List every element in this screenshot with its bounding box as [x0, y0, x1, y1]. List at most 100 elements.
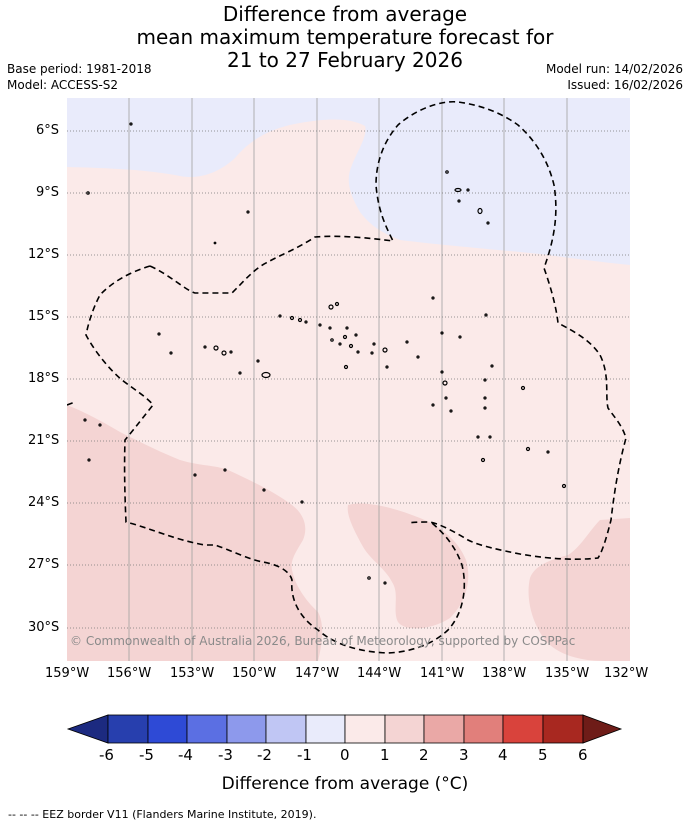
lon-label: 159°W [45, 666, 90, 681]
island [444, 396, 448, 400]
lat-label: 21°S [28, 433, 60, 448]
colorbar-tick-label: 5 [538, 746, 548, 764]
colorbar-segment [147, 714, 188, 744]
island [370, 351, 374, 355]
lat-label: 18°S [28, 371, 60, 386]
colorbar-segment [186, 714, 228, 744]
colorbar-tick-label: 0 [340, 746, 350, 764]
island [129, 122, 133, 126]
island [330, 338, 334, 342]
island [345, 326, 349, 330]
lat-label: 27°S [28, 557, 60, 572]
lat-label: 9°S [36, 185, 60, 200]
colorbar-segment [226, 714, 267, 744]
colorbar-tick-label: 4 [498, 746, 508, 764]
island [483, 406, 487, 410]
island [338, 342, 342, 346]
colorbar-segment [423, 714, 465, 744]
island [278, 314, 282, 318]
island [383, 581, 387, 585]
island [343, 364, 349, 370]
island [304, 320, 308, 324]
eez-border-cook-islands [67, 401, 76, 406]
island [318, 323, 322, 327]
island [442, 380, 448, 386]
colorbar-tick-label: -5 [139, 746, 154, 764]
colorbar-segment [384, 714, 425, 744]
island [256, 359, 260, 363]
gridlines [67, 98, 630, 661]
anomaly-1-to-2-region-southeast [528, 518, 630, 661]
colorbar-tick-label: -6 [99, 746, 114, 764]
colorbar-segment [502, 714, 544, 744]
colorbar-segment [107, 714, 149, 744]
lon-label: 135°W [545, 666, 590, 681]
colorbar-segment [344, 714, 386, 744]
lat-label: 30°S [28, 620, 60, 635]
island [223, 468, 227, 472]
island [385, 365, 389, 369]
lon-label: 153°W [170, 666, 215, 681]
lon-label: 138°W [482, 666, 527, 681]
colorbar-label: Difference from average (°C) [221, 774, 469, 794]
issued-date: Issued: 16/02/2026 [567, 78, 683, 92]
island [356, 350, 360, 354]
island [440, 370, 444, 374]
island [458, 335, 462, 339]
island [328, 304, 334, 310]
model-run: Model run: 14/02/2026 [545, 62, 683, 76]
colorbar-tick-label: -4 [178, 746, 193, 764]
colorbar-tick-label: 2 [419, 746, 429, 764]
island [342, 334, 348, 340]
island [334, 301, 340, 307]
island [488, 435, 492, 439]
island [483, 396, 487, 400]
eez-border-french-polynesia [149, 100, 627, 560]
island [454, 187, 462, 193]
island [484, 313, 488, 317]
island [193, 473, 197, 477]
island [348, 343, 354, 349]
island [561, 483, 567, 489]
island [431, 403, 435, 407]
island [480, 457, 486, 463]
anomaly-1-to-2-region-southwest [67, 405, 323, 661]
colorbar-tick-label: 1 [380, 746, 390, 764]
colorbar-tick-label: -3 [218, 746, 233, 764]
colorbar-tick-label: 3 [459, 746, 469, 764]
island [490, 364, 494, 368]
colorbar-under-triangle [66, 714, 109, 744]
colorbar [66, 714, 623, 744]
base-period: Base period: 1981-2018 [7, 62, 152, 76]
copyright-notice: © Commonwealth of Australia 2026, Bureau… [70, 634, 576, 648]
colorbar-segment [542, 714, 584, 744]
island [83, 418, 87, 422]
lon-label: 144°W [357, 666, 402, 681]
colorbar-over-triangle [582, 714, 623, 744]
island [98, 423, 102, 427]
island [261, 371, 271, 379]
eez-footnote: -- -- -- EEZ border V11 (Flanders Marine… [8, 808, 317, 821]
lat-label: 15°S [28, 309, 60, 324]
lat-label: 24°S [28, 495, 60, 510]
island [457, 199, 461, 203]
island [169, 351, 173, 355]
anomaly-1-to-2-region-south-central [347, 503, 469, 629]
colorbar-tick-label: -2 [257, 746, 272, 764]
island [525, 446, 531, 452]
islands-group [83, 122, 567, 585]
colorbar-tick-label: -1 [297, 746, 312, 764]
island [300, 500, 304, 504]
island [203, 345, 207, 349]
island [483, 378, 487, 382]
island [445, 170, 449, 174]
island [466, 188, 470, 192]
colorbar-segment [463, 714, 504, 744]
island [262, 488, 266, 492]
island [476, 435, 480, 439]
island [86, 191, 90, 195]
island [372, 342, 376, 346]
lon-label: 132°W [604, 666, 649, 681]
island [431, 296, 435, 300]
